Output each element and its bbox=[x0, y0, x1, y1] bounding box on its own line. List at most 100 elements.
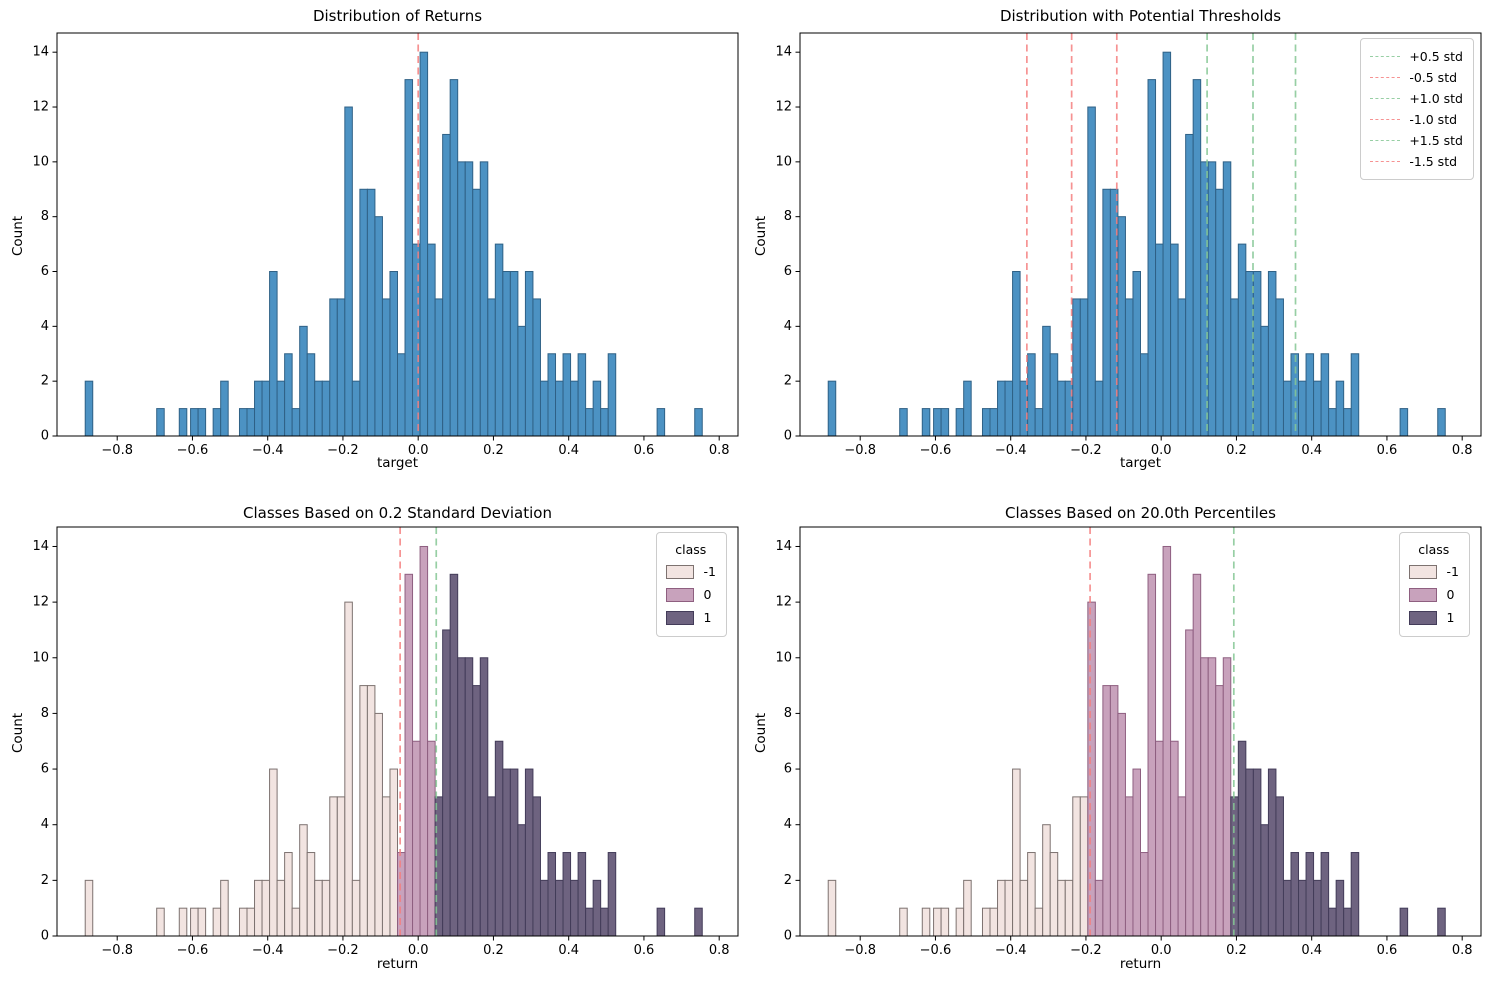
histogram-bar bbox=[694, 408, 703, 437]
histogram-bar bbox=[1140, 852, 1149, 937]
plot-area-top-right: −0.8 −0.6 −0.4 −0.2 0.0 0.2 0.4 0.6 0.8 0 2 4 6 8 10 12… bbox=[775, 32, 1482, 458]
histogram-bar bbox=[1102, 188, 1111, 437]
histogram-bar bbox=[1042, 824, 1051, 937]
x-tick-label: 0.2 bbox=[1226, 443, 1247, 458]
histogram-bar bbox=[1147, 79, 1157, 437]
histogram-bar bbox=[351, 380, 361, 437]
x-tick-label: −0.4 bbox=[995, 943, 1027, 958]
histogram-bar bbox=[190, 907, 199, 937]
std-thresholds-legend: +0.5 std -0.5 std +1.0 std -1.0 std +1.5… bbox=[1360, 38, 1474, 180]
legend-label: +0.5 std bbox=[1409, 49, 1463, 64]
histogram-bar bbox=[600, 408, 609, 437]
histogram-bar bbox=[351, 879, 361, 937]
histogram-bar bbox=[539, 380, 549, 437]
histogram-bar bbox=[547, 353, 557, 437]
histogram-bar bbox=[299, 824, 308, 937]
histogram-bar bbox=[1087, 106, 1096, 437]
y-tick-label: 4 bbox=[41, 319, 49, 334]
histogram-bar bbox=[577, 852, 587, 937]
x-axis-label: target bbox=[376, 455, 419, 471]
y-tick-label: 14 bbox=[775, 539, 792, 554]
histogram-bar bbox=[1057, 879, 1066, 937]
histogram-bar bbox=[1004, 380, 1014, 437]
histogram-bar bbox=[1079, 796, 1089, 937]
histogram-bar bbox=[321, 380, 331, 437]
histogram-bar bbox=[276, 879, 286, 937]
x-tick-label: 0.0 bbox=[1151, 443, 1172, 458]
histogram-bar bbox=[344, 106, 353, 437]
histogram-bar bbox=[1275, 796, 1284, 937]
legend-label: -1 bbox=[1446, 564, 1459, 579]
histogram-bar bbox=[539, 879, 549, 937]
histogram-bar bbox=[1004, 879, 1014, 937]
histogram-bar bbox=[220, 380, 229, 437]
histogram-bar bbox=[1245, 271, 1254, 437]
y-tick-label: 2 bbox=[41, 873, 49, 888]
histogram-bar bbox=[397, 852, 406, 937]
green-dashed-line-swatch bbox=[1370, 140, 1401, 141]
histogram-bar bbox=[389, 271, 399, 437]
x-tick-label: −0.2 bbox=[327, 443, 359, 458]
class-1-swatch bbox=[665, 610, 694, 625]
histogram-bar bbox=[981, 408, 991, 437]
class-1-swatch bbox=[1408, 610, 1437, 625]
y-tick-label: 14 bbox=[32, 539, 49, 554]
histogram-bar bbox=[502, 271, 511, 437]
plot-area-top-left: −0.8 −0.6 −0.4 −0.2 0.0 0.2 0.4 0.6 0.8 0 2 4 6 8 10 12… bbox=[32, 32, 739, 458]
axes-frame bbox=[56, 32, 739, 437]
legend-title: class bbox=[1418, 542, 1450, 557]
legend-label: -1.0 std bbox=[1409, 112, 1458, 127]
plot-title: Classes Based on 0.2 Standard Deviation bbox=[243, 504, 552, 522]
histogram-bar bbox=[940, 907, 950, 937]
histogram-bar bbox=[1222, 161, 1232, 437]
histogram-bar bbox=[1260, 325, 1269, 437]
histogram-bar bbox=[1343, 907, 1352, 937]
histogram-bar bbox=[269, 271, 278, 437]
histogram-bar bbox=[1313, 380, 1322, 437]
histogram-bar bbox=[1027, 353, 1036, 437]
histogram-bar bbox=[524, 271, 534, 437]
histogram-bar bbox=[555, 879, 564, 937]
x-tick-label: 0.2 bbox=[483, 443, 504, 458]
histogram-bar bbox=[246, 907, 256, 937]
histogram-bar bbox=[562, 353, 572, 437]
histogram-bar bbox=[366, 188, 376, 437]
x-tick-label: −0.6 bbox=[177, 943, 209, 958]
histogram-bar bbox=[1320, 353, 1330, 437]
histogram-bar bbox=[472, 685, 481, 937]
plot-area-bottom-right: −0.8 −0.6 −0.4 −0.2 0.0 0.2 0.4 0.6 0.8024681012… bbox=[775, 526, 1482, 958]
x-tick-label: −0.8 bbox=[844, 443, 876, 458]
x-tick-label: 0.0 bbox=[408, 943, 429, 958]
histogram-bar bbox=[464, 161, 474, 437]
y-tick-label: 12 bbox=[775, 595, 792, 610]
histogram-bar bbox=[517, 325, 526, 437]
histogram-bar bbox=[329, 796, 338, 937]
histogram-bar bbox=[1200, 657, 1209, 937]
histogram-bar bbox=[1437, 408, 1446, 437]
histogram-bar bbox=[457, 657, 466, 937]
histogram-bar bbox=[940, 408, 950, 437]
histogram-bar bbox=[607, 852, 617, 937]
y-tick-label: 2 bbox=[784, 374, 792, 389]
histogram-bar bbox=[1177, 796, 1187, 937]
histogram-bar bbox=[419, 545, 429, 937]
y-tick-label: 8 bbox=[784, 706, 792, 721]
histogram-bar bbox=[1072, 796, 1081, 937]
histogram-bar bbox=[1192, 573, 1202, 937]
histogram-bar bbox=[933, 907, 942, 937]
histogram-bar bbox=[1328, 907, 1337, 937]
histogram-bar bbox=[1192, 79, 1202, 437]
histogram-bar bbox=[1399, 907, 1409, 937]
y-tick-label: 0 bbox=[784, 429, 792, 444]
legend-label: 1 bbox=[703, 610, 712, 625]
histogram-bar bbox=[1267, 768, 1277, 937]
x-tick-label: 0.4 bbox=[558, 943, 579, 958]
legend-item: 0 bbox=[665, 583, 716, 606]
histogram-bar bbox=[269, 768, 278, 937]
histogram-bar bbox=[1034, 408, 1044, 437]
histogram-bar bbox=[1155, 243, 1164, 437]
legend-title: class bbox=[675, 542, 707, 557]
histogram-bar bbox=[1042, 325, 1051, 437]
histogram-bar bbox=[509, 768, 519, 937]
legend-item: 1 bbox=[665, 606, 716, 629]
